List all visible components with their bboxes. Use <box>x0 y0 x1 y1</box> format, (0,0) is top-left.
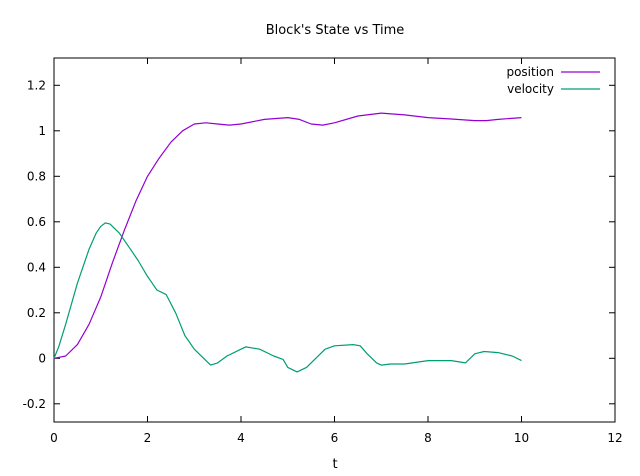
x-axis: 0 2 4 6 8 10 12 <box>50 58 623 445</box>
legend-label-velocity: velocity <box>507 82 554 96</box>
y-tick-label: 0.8 <box>27 169 46 183</box>
x-tick-label: 4 <box>237 431 245 445</box>
x-tick-label: 8 <box>424 431 432 445</box>
x-tick-label: 12 <box>607 431 622 445</box>
x-axis-label: t <box>332 457 337 472</box>
y-tick-label: 0.4 <box>27 260 46 274</box>
y-tick-label: 0.6 <box>27 215 46 229</box>
x-tick-label: 0 <box>50 431 58 445</box>
series-line-position <box>53 112 522 359</box>
y-tick-label: 1 <box>38 124 46 138</box>
y-tick-label: 1.2 <box>27 78 46 92</box>
y-axis: -0.2 0 0.2 0.4 0.6 0.8 1 1.2 <box>23 78 615 411</box>
y-tick-label: 0.2 <box>27 306 46 320</box>
legend-label-position: position <box>506 65 554 79</box>
series-layer <box>53 112 522 373</box>
series-line-velocity <box>53 222 522 373</box>
legend: position velocity <box>506 65 600 96</box>
x-tick-label: 6 <box>331 431 339 445</box>
chart-title: Block's State vs Time <box>266 23 405 38</box>
y-tick-label: -0.2 <box>23 397 46 411</box>
y-tick-label: 0 <box>38 351 46 365</box>
plot-frame <box>53 57 616 423</box>
x-tick-label: 10 <box>514 431 529 445</box>
x-tick-label: 2 <box>144 431 152 445</box>
